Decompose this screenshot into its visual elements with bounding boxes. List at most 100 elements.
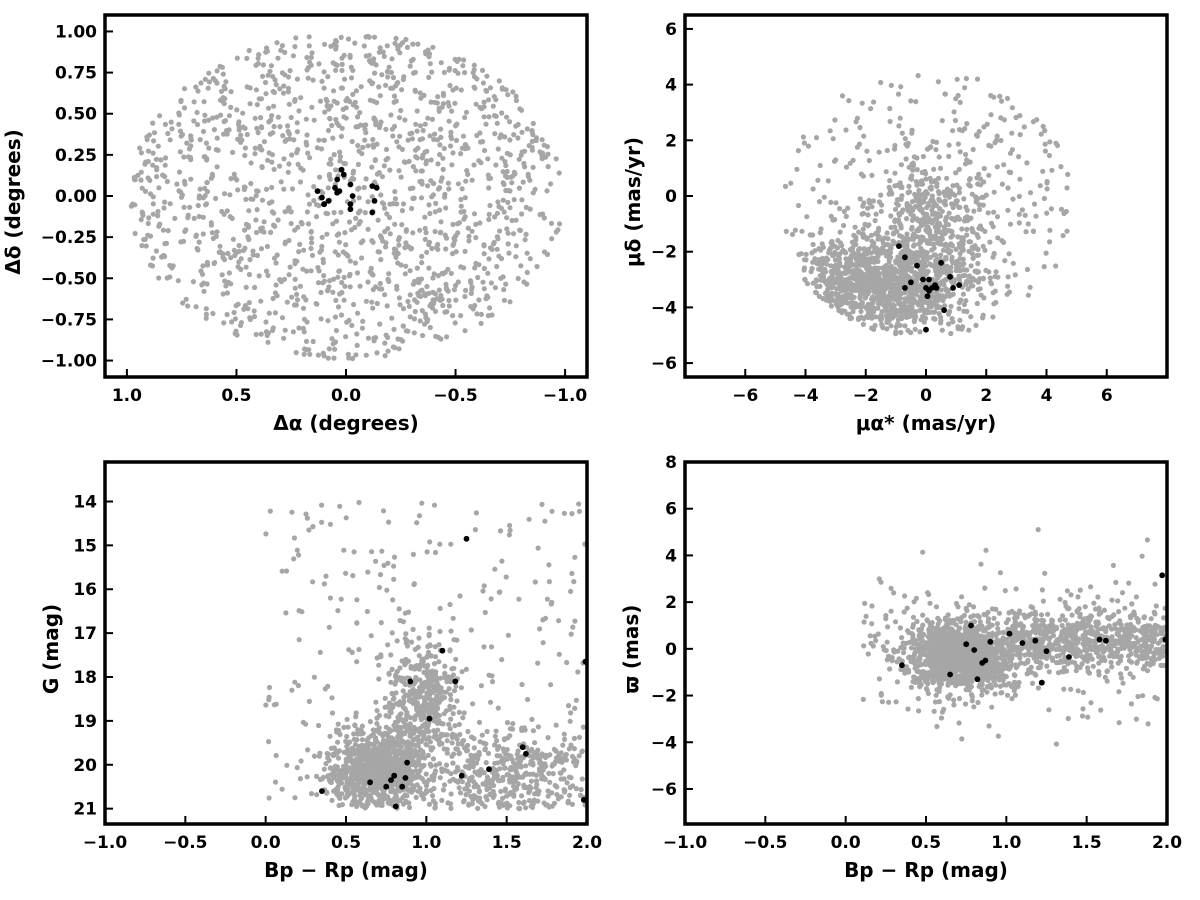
field-star-point (178, 97, 184, 103)
field-star-point (956, 166, 962, 172)
field-star-point (377, 233, 384, 239)
field-star-point (827, 128, 833, 134)
field-star-point (416, 653, 422, 659)
field-star-point (405, 328, 411, 334)
field-star-point (392, 221, 398, 227)
field-star-point (168, 119, 174, 125)
field-star-point (343, 334, 349, 340)
field-star-point (259, 197, 266, 203)
field-star-point (373, 62, 379, 68)
field-star-point (461, 208, 467, 215)
member-star-point (349, 193, 356, 199)
field-star-point (376, 584, 382, 591)
field-star-point (864, 235, 871, 241)
field-star-point (333, 218, 340, 224)
field-star-point (238, 132, 244, 138)
field-star-point (336, 268, 342, 274)
field-star-point (181, 178, 188, 184)
field-star-point (877, 277, 884, 283)
field-star-point (347, 54, 353, 61)
field-star-point (825, 178, 831, 184)
field-star-point (916, 187, 922, 193)
field-star-point (397, 617, 403, 624)
field-star-point (447, 726, 453, 732)
field-star-point (370, 305, 376, 311)
field-star-point (1010, 260, 1016, 266)
field-star-point (887, 178, 893, 184)
field-star-point (513, 93, 519, 99)
field-star-point (470, 701, 476, 707)
field-star-point (484, 293, 490, 299)
field-star-point (444, 738, 450, 744)
field-star-point (893, 324, 899, 330)
field-star-point (501, 749, 507, 755)
field-star-point (304, 515, 310, 521)
field-star-point (856, 229, 862, 235)
field-star-point (497, 228, 503, 234)
field-star-point (308, 235, 315, 241)
member-star-point (369, 183, 376, 190)
field-star-point (333, 67, 339, 73)
field-star-point (279, 315, 286, 321)
field-star-point (301, 351, 307, 357)
field-star-point (450, 150, 456, 156)
field-star-point (904, 273, 910, 279)
field-star-point (931, 166, 937, 172)
field-star-point (191, 99, 197, 105)
field-star-point (412, 87, 418, 93)
field-star-point (151, 138, 157, 144)
field-star-point (473, 101, 479, 107)
field-star-point (493, 97, 499, 103)
field-star-point (311, 198, 317, 204)
field-star-point (902, 323, 908, 329)
x-tick-label: 0 (920, 386, 932, 406)
field-star-point (866, 222, 872, 228)
field-star-point (271, 702, 277, 708)
field-star-point (825, 286, 831, 293)
field-star-point (505, 92, 511, 98)
field-star-point (899, 290, 905, 296)
field-star-point (403, 240, 409, 246)
field-star-point (444, 334, 450, 340)
field-star-point (183, 296, 189, 302)
field-star-point (568, 742, 574, 748)
field-star-point (282, 327, 288, 333)
field-star-point (567, 718, 573, 724)
field-star-point (370, 142, 376, 148)
field-star-point (892, 218, 898, 224)
field-star-point (245, 306, 251, 312)
field-star-point (295, 683, 301, 689)
field-star-point (916, 241, 922, 247)
field-star-point (495, 236, 501, 242)
field-star-point (564, 780, 570, 786)
field-star-point (957, 317, 963, 323)
field-star-point (492, 566, 498, 572)
field-star-point (870, 281, 876, 287)
field-star-point (391, 123, 398, 129)
field-star-point (507, 299, 513, 305)
field-star-point (836, 282, 843, 288)
field-star-point (854, 262, 860, 268)
field-star-point (296, 108, 302, 114)
field-star-point (394, 668, 400, 675)
field-star-point (463, 178, 469, 184)
field-star-point (288, 114, 294, 121)
field-star-point (1027, 190, 1034, 196)
field-star-point (254, 207, 260, 213)
field-star-point (976, 171, 982, 177)
field-star-point (487, 85, 494, 91)
field-star-point (445, 800, 451, 806)
y-tick-label: 2 (665, 131, 677, 151)
field-star-point (486, 211, 492, 217)
field-star-point (1010, 196, 1016, 202)
field-star-point (884, 230, 890, 236)
field-star-point (160, 227, 166, 233)
field-star-point (388, 69, 394, 76)
field-star-point (354, 620, 360, 626)
field-star-point (383, 146, 390, 153)
field-star-point (197, 186, 203, 192)
field-star-point (367, 719, 373, 725)
field-star-point (429, 116, 435, 122)
field-star-point (562, 753, 568, 759)
field-star-point (365, 745, 371, 751)
